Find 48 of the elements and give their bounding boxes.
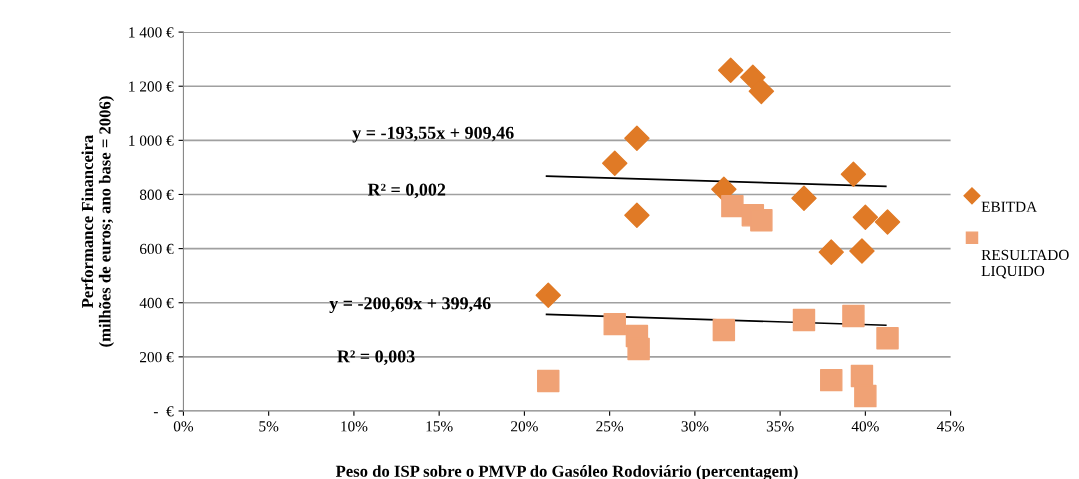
legend-label: EBITDA [981, 201, 1038, 212]
point [537, 369, 560, 393]
point [603, 312, 626, 336]
point [717, 57, 744, 83]
point [818, 239, 844, 265]
point [627, 337, 650, 361]
annotation: R² = 0,002 [367, 183, 446, 199]
point [792, 308, 816, 332]
point [624, 125, 650, 151]
point [750, 208, 773, 232]
annotation: R² = 0,003 [337, 350, 415, 366]
x-tick-label: 10% [341, 421, 368, 432]
point [852, 204, 879, 230]
point [791, 185, 817, 211]
y-tick-label: 400 € [139, 297, 174, 309]
x-tick-label: 5% [259, 421, 279, 432]
y-tick-label: 1 000 € [129, 135, 174, 146]
x-tick-label: 35% [766, 421, 794, 432]
point [874, 209, 901, 235]
point [712, 318, 736, 342]
x-tick-label: 0% [173, 421, 194, 432]
point [748, 78, 775, 105]
annotation: y = -200,69x + 399,46 [329, 297, 491, 314]
point [876, 326, 899, 350]
point [842, 304, 865, 328]
x-tick-label: 40% [851, 421, 879, 432]
y-tick-label: 1 400 € [129, 27, 174, 38]
y-tick-label: 600 € [139, 243, 174, 255]
x-tick-label: 20% [511, 421, 538, 432]
y-axis-title: Performance Financeira (milhões de euros; ano base = 2006) [81, 96, 114, 347]
y-tick-label: 800 € [139, 189, 174, 200]
point [854, 384, 877, 408]
y-tick-label: 200 € [140, 352, 174, 363]
point [602, 150, 628, 177]
x-tick-label: 15% [426, 421, 453, 432]
y-tick-label: 1 200 € [129, 81, 174, 92]
x-tick-label: 25% [596, 421, 624, 432]
x-tick-label: 45% [936, 421, 965, 432]
annotation: y = -193,55x + 909,46 [352, 126, 514, 143]
point [721, 194, 744, 218]
point [849, 238, 875, 264]
point [820, 368, 843, 392]
point [624, 202, 650, 229]
legend-label: RESULTADO LIQUIDO [981, 249, 1069, 279]
y-tick-label: - € [153, 406, 174, 417]
point [840, 161, 867, 187]
x-tick-label: 30% [681, 421, 709, 432]
point [535, 282, 561, 308]
